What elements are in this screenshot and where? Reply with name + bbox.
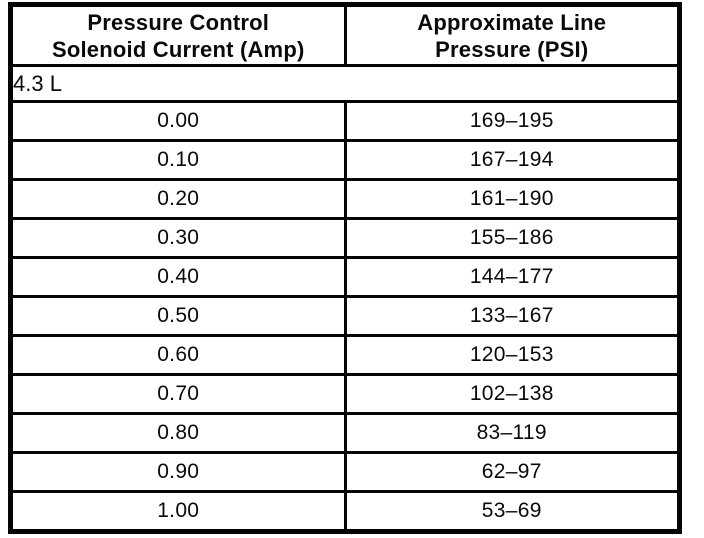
header-line: Approximate Line bbox=[417, 9, 607, 35]
table-row: 0.60 120–153 bbox=[9, 334, 681, 376]
cell-current: 0.00 bbox=[9, 100, 347, 142]
cell-current: 0.30 bbox=[9, 217, 347, 259]
header-row: Pressure Control Solenoid Current (Amp) … bbox=[9, 3, 681, 67]
header-cell-solenoid-current: Pressure Control Solenoid Current (Amp) bbox=[9, 3, 347, 67]
pressure-spec-table: Pressure Control Solenoid Current (Amp) … bbox=[8, 2, 682, 534]
cell-pressure: 62–97 bbox=[343, 451, 681, 493]
cell-current: 1.00 bbox=[9, 490, 347, 533]
header-line: Solenoid Current (Amp) bbox=[51, 36, 305, 62]
cell-pressure: 83–119 bbox=[343, 412, 681, 454]
cell-pressure: 144–177 bbox=[343, 256, 681, 298]
table-row: 0.20 161–190 bbox=[9, 178, 681, 220]
table-row: 0.00 169–195 bbox=[9, 100, 681, 142]
table-row: 0.80 83–119 bbox=[9, 412, 681, 454]
engine-size-label: 4.3 L bbox=[9, 64, 681, 103]
cell-current: 0.70 bbox=[9, 373, 347, 415]
cell-pressure: 120–153 bbox=[343, 334, 681, 376]
cell-current: 0.10 bbox=[9, 139, 347, 181]
cell-current: 0.80 bbox=[9, 412, 347, 454]
cell-current: 0.90 bbox=[9, 451, 347, 493]
cell-current: 0.40 bbox=[9, 256, 347, 298]
cell-current: 0.60 bbox=[9, 334, 347, 376]
cell-pressure: 167–194 bbox=[343, 139, 681, 181]
cell-current: 0.20 bbox=[9, 178, 347, 220]
table-row: 0.50 133–167 bbox=[9, 295, 681, 337]
header-line: Pressure (PSI) bbox=[435, 36, 589, 62]
table-row: 0.10 167–194 bbox=[9, 139, 681, 181]
table-row: 0.90 62–97 bbox=[9, 451, 681, 493]
cell-pressure: 53–69 bbox=[343, 490, 681, 533]
header-cell-line-pressure: Approximate Line Pressure (PSI) bbox=[343, 3, 681, 67]
cell-pressure: 161–190 bbox=[343, 178, 681, 220]
table-row: 0.30 155–186 bbox=[9, 217, 681, 259]
table-row: 0.40 144–177 bbox=[9, 256, 681, 298]
cell-pressure: 102–138 bbox=[343, 373, 681, 415]
cell-pressure: 133–167 bbox=[343, 295, 681, 337]
cell-pressure: 169–195 bbox=[343, 100, 681, 142]
table-row: 0.70 102–138 bbox=[9, 373, 681, 415]
table-row: 1.00 53–69 bbox=[9, 490, 681, 533]
group-row: 4.3 L bbox=[9, 64, 681, 103]
header-line: Pressure Control bbox=[87, 9, 270, 35]
cell-pressure: 155–186 bbox=[343, 217, 681, 259]
cell-current: 0.50 bbox=[9, 295, 347, 337]
